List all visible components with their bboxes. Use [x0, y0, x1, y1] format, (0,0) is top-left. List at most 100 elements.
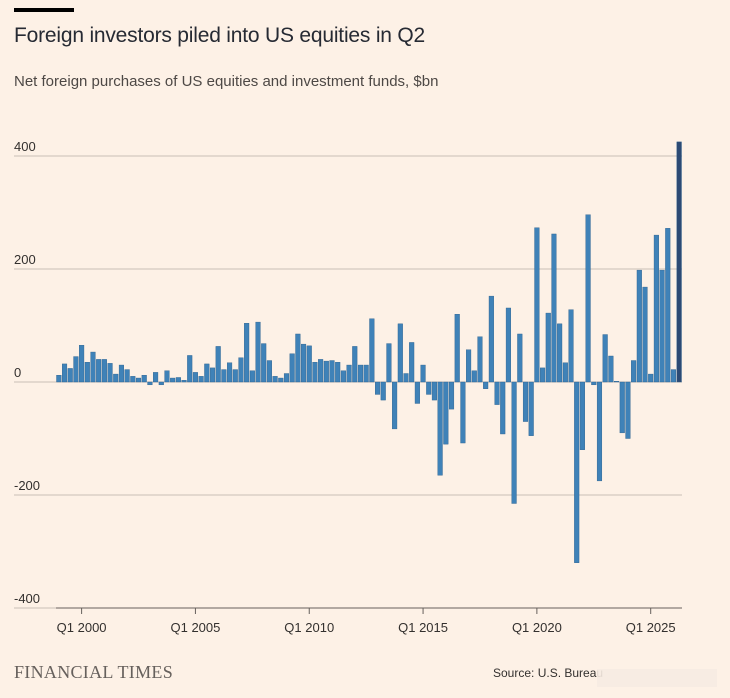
bar: [608, 355, 614, 383]
bar: [602, 334, 608, 383]
x-tick-label: Q1 2005: [170, 620, 220, 635]
bar: [443, 381, 449, 445]
bar: [579, 381, 585, 451]
bar: [198, 376, 204, 383]
bar: [249, 370, 255, 383]
source-note: Source: U.S. Bureau: [493, 666, 604, 680]
bar: [631, 360, 637, 383]
bar: [266, 360, 272, 383]
y-tick-label: -200: [14, 478, 40, 493]
bar: [124, 369, 130, 383]
bar: [96, 359, 102, 383]
chart-title: Foreign investors piled into US equities…: [14, 24, 426, 47]
bar: [340, 370, 346, 383]
bar: [540, 367, 546, 383]
bar: [227, 362, 233, 383]
bar: [460, 381, 466, 444]
bar: [670, 369, 677, 383]
bar: [79, 345, 85, 383]
bar: [636, 269, 642, 383]
bar: [181, 380, 187, 383]
bar: [289, 353, 295, 383]
bar: [653, 234, 659, 383]
bar: [363, 364, 369, 383]
y-axis-labels: 400 200 0 -200 -400: [14, 139, 40, 606]
bar: [147, 381, 153, 386]
bar: [312, 362, 318, 383]
bar: [101, 359, 107, 383]
bar: [585, 214, 591, 383]
bar: [255, 321, 261, 383]
bar: [118, 364, 124, 383]
bar: [67, 368, 73, 383]
bar: [323, 360, 329, 383]
bar: [500, 381, 506, 435]
x-tick-label: Q1 2015: [398, 620, 448, 635]
bar: [574, 381, 580, 564]
bar: [659, 269, 665, 383]
x-tick-label: Q1 2020: [512, 620, 562, 635]
bar: [153, 372, 159, 383]
bar: [614, 381, 620, 383]
watermark-blur: [597, 669, 717, 687]
bar: [158, 381, 164, 386]
bar: [483, 381, 489, 389]
bar: [568, 309, 574, 383]
bar: [107, 363, 113, 383]
bar: [232, 369, 238, 383]
bar: [397, 323, 403, 383]
bar: [448, 381, 455, 410]
bar: [420, 364, 426, 383]
bar: [130, 376, 136, 383]
bar: [56, 375, 62, 383]
bar: [301, 343, 307, 383]
bar: [676, 141, 682, 383]
bar: [557, 323, 563, 383]
bar: [215, 346, 221, 383]
top-rule: [14, 8, 74, 12]
bar: [426, 381, 432, 395]
bar: [522, 381, 529, 422]
bar: [386, 343, 392, 383]
ft-logo: FINANCIAL TIMES: [14, 662, 174, 682]
bar: [596, 381, 603, 482]
bar: [648, 373, 654, 383]
bar: [369, 318, 375, 383]
bar: [295, 333, 301, 383]
bar: [375, 381, 381, 395]
chart-subtitle: Net foreign purchases of US equities and…: [14, 73, 439, 90]
bar: [517, 333, 523, 383]
bar: [164, 370, 170, 383]
bar: [62, 363, 68, 383]
bar: [494, 381, 500, 405]
bar: [352, 346, 358, 383]
bar: [403, 373, 409, 383]
bar: [209, 367, 216, 383]
y-tick-label: -400: [14, 591, 40, 606]
bar: [329, 360, 335, 383]
bar: [306, 345, 312, 383]
bar: [135, 377, 142, 383]
bar: [409, 342, 415, 383]
bar: [278, 377, 284, 383]
bar: [221, 369, 227, 383]
bar: [528, 381, 534, 436]
y-tick-label: 0: [14, 365, 21, 380]
bar: [562, 362, 568, 383]
bar: [204, 363, 210, 383]
bar: [625, 381, 631, 439]
bar: [187, 355, 193, 383]
bar: [392, 381, 398, 430]
bar: [488, 295, 494, 383]
bar: [283, 373, 290, 383]
bar: [665, 228, 671, 383]
bar: [170, 377, 176, 383]
bar: [357, 364, 364, 383]
bar: [175, 377, 181, 383]
bar: [511, 381, 517, 504]
bar: [90, 351, 96, 383]
x-tick-label: Q1 2010: [284, 620, 334, 635]
bar: [346, 364, 352, 383]
bar: [238, 357, 244, 383]
